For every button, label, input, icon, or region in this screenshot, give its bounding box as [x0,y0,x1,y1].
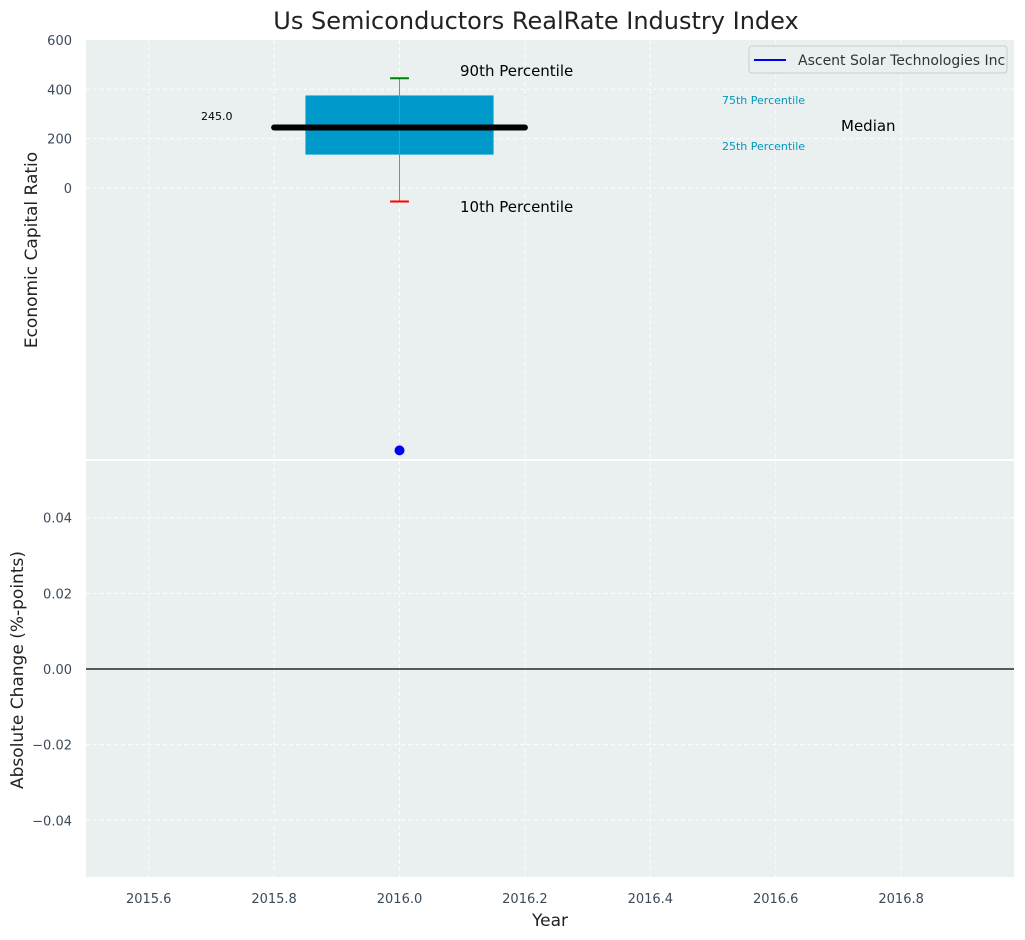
top-y-tick-label: 200 [47,133,72,148]
top-y-tick-label: 0 [64,182,72,197]
p75-annotation: 75th Percentile [722,94,805,107]
bottom-y-tick-label: 0.04 [43,512,72,527]
top-panel: 0 200 400 600 245.0 90th Percentile 10th Perce… [47,34,1014,459]
company-point [394,445,405,456]
median-annotation: Median [841,117,896,135]
top-y-tick-label: 600 [47,34,72,49]
legend-box [748,45,1008,74]
bottom-panel: 2015.6 2015.8 2016.0 2016.2 2016.4 2016.6 2016… [32,459,1014,907]
median-value-label: 245.0 [201,110,233,123]
bottom-ylabel: Absolute Change (%-points) [8,551,28,789]
x-tick-label: 2015.6 [126,892,172,907]
p25-annotation: 25th Percentile [722,140,805,153]
top-plot-area [86,40,1014,459]
bottom-y-tick-label: 0.02 [43,587,72,602]
top-y-tick-label: 400 [47,83,72,98]
p90-annotation: 90th Percentile [460,62,573,80]
x-tick-label: 2015.8 [251,892,297,907]
p10-annotation: 10th Percentile [460,198,573,216]
x-tick-label: 2016.2 [502,892,548,907]
x-tick-label: 2016.8 [878,892,924,907]
bottom-y-tick-label: −0.02 [32,739,72,754]
bottom-y-tick-label: 0.00 [43,663,72,678]
x-axis-label: Year [531,911,568,931]
top-ylabel: Economic Capital Ratio [22,152,42,348]
chart-title: Us Semiconductors RealRate Industry Inde… [273,7,798,35]
legend-label: Ascent Solar Technologies Inc [798,53,1005,69]
x-tick-label: 2016.0 [377,892,423,907]
x-tick-label: 2016.4 [628,892,674,907]
bottom-y-tick-label: −0.04 [32,814,72,829]
x-tick-label: 2016.6 [753,892,799,907]
